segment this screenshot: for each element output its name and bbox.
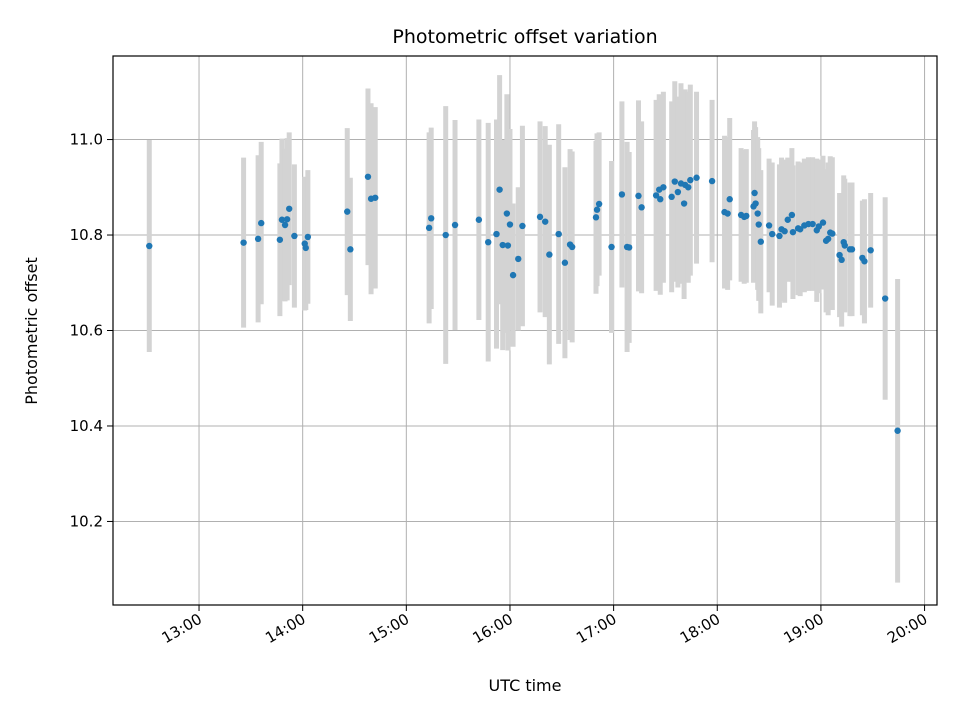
data-point xyxy=(836,251,843,259)
y-axis-title: Photometric offset xyxy=(22,257,41,405)
data-point xyxy=(685,184,692,191)
data-point xyxy=(499,241,506,249)
data-point xyxy=(281,221,289,229)
data-point xyxy=(254,235,262,243)
data-point xyxy=(546,251,553,258)
data-point xyxy=(608,243,615,251)
data-point xyxy=(509,271,517,279)
data-point xyxy=(593,206,601,213)
data-point xyxy=(743,212,750,220)
data-point xyxy=(496,186,503,193)
data-point xyxy=(635,192,642,200)
y-tick-label: 10.2 xyxy=(70,512,103,530)
data-point xyxy=(754,210,761,217)
data-point xyxy=(841,242,848,249)
data-point xyxy=(726,196,733,203)
data-point xyxy=(595,200,603,208)
y-tick-label: 10.8 xyxy=(70,226,103,244)
data-point xyxy=(625,244,633,251)
data-point xyxy=(781,228,788,235)
data-point xyxy=(755,221,762,228)
data-point xyxy=(784,216,791,223)
data-point xyxy=(752,200,759,207)
data-point xyxy=(824,235,832,243)
data-point xyxy=(372,194,379,201)
data-point xyxy=(687,176,694,184)
data-point xyxy=(769,230,776,238)
data-point xyxy=(881,295,889,302)
data-point xyxy=(493,230,500,238)
data-point xyxy=(809,220,816,228)
data-point xyxy=(291,232,298,240)
data-point xyxy=(848,246,856,253)
data-point xyxy=(258,219,265,227)
data-point xyxy=(674,188,682,196)
data-point xyxy=(789,228,797,236)
data-point xyxy=(861,258,868,265)
data-point xyxy=(561,259,569,266)
data-point xyxy=(894,427,901,434)
y-axis: 10.2 10.4 10.6 10.8 11.0 xyxy=(70,131,113,530)
data-point xyxy=(708,177,716,185)
data-point xyxy=(592,214,600,221)
data-point xyxy=(536,213,544,221)
data-point xyxy=(503,210,511,217)
data-point xyxy=(660,184,667,191)
data-point xyxy=(364,173,372,180)
data-point xyxy=(276,236,284,243)
data-point xyxy=(344,208,351,215)
data-point xyxy=(146,242,153,250)
data-point xyxy=(819,219,827,226)
data-point xyxy=(652,192,660,199)
y-tick-label: 10.4 xyxy=(70,417,103,435)
data-point xyxy=(555,230,562,238)
data-point xyxy=(425,224,433,232)
data-point xyxy=(618,191,626,198)
data-point xyxy=(638,204,645,211)
data-point xyxy=(485,238,492,246)
data-point xyxy=(240,239,247,246)
data-point xyxy=(757,238,764,245)
data-point xyxy=(286,205,293,212)
data-point xyxy=(796,226,804,233)
y-tick-label: 11.0 xyxy=(70,131,103,149)
data-point xyxy=(693,174,700,181)
data-point xyxy=(542,218,549,225)
data-point xyxy=(668,193,675,201)
data-point xyxy=(815,223,823,230)
chart-title: Photometric offset variation xyxy=(392,26,657,48)
data-point xyxy=(442,231,449,239)
data-point xyxy=(568,243,576,251)
y-tick-label: 10.6 xyxy=(70,322,103,340)
grid xyxy=(113,56,937,605)
data-point xyxy=(776,232,783,240)
x-axis-title: UTC time xyxy=(489,676,562,695)
data-point xyxy=(519,222,526,230)
data-point xyxy=(751,189,758,197)
data-point xyxy=(506,221,514,228)
data-point xyxy=(724,210,731,217)
data-point xyxy=(788,211,796,219)
data-point xyxy=(867,247,874,254)
data-point xyxy=(515,255,522,263)
data-point xyxy=(680,200,688,207)
data-point xyxy=(765,222,773,229)
data-point xyxy=(283,216,291,223)
data-point xyxy=(829,230,836,237)
data-point xyxy=(671,178,678,185)
data-point xyxy=(657,196,664,203)
data-point xyxy=(302,244,309,252)
data-point xyxy=(451,221,459,229)
data-point xyxy=(504,242,512,249)
data-points xyxy=(146,173,901,434)
data-point xyxy=(475,216,483,223)
data-point xyxy=(838,256,845,264)
data-point xyxy=(278,216,286,223)
data-point xyxy=(304,233,312,241)
data-point xyxy=(347,246,354,253)
data-point xyxy=(427,215,435,222)
